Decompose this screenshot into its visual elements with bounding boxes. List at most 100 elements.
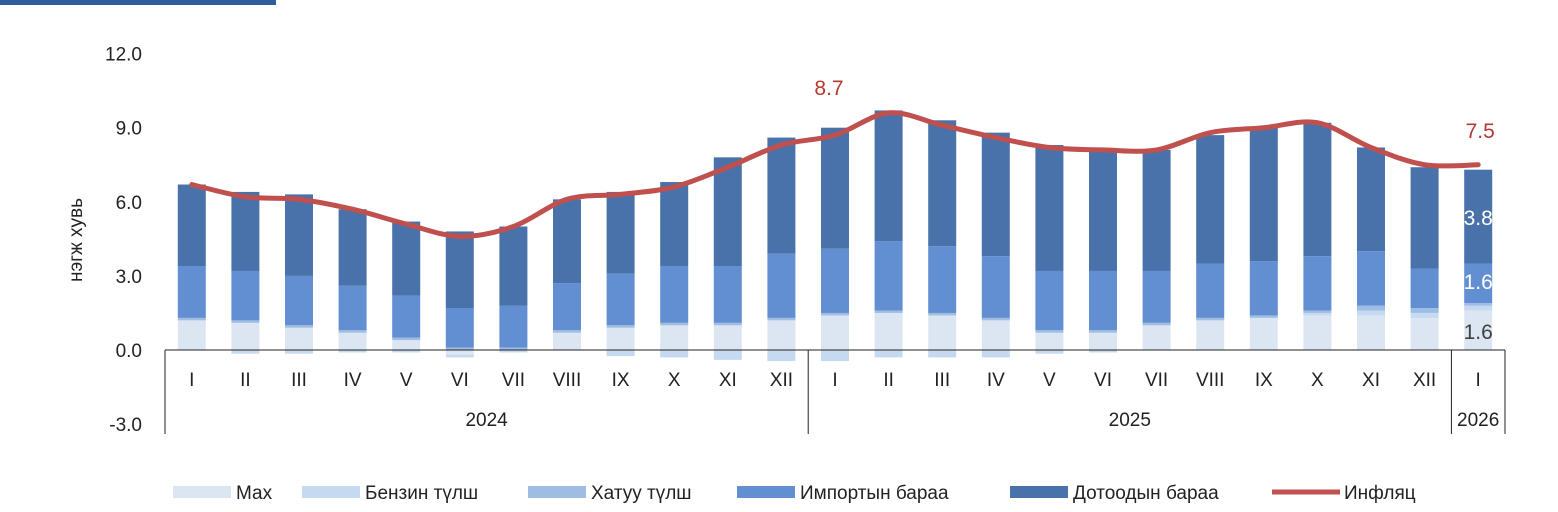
year-label: 2024 [465, 410, 508, 431]
bar-segment [231, 191, 260, 271]
bar-segment [1249, 261, 1278, 316]
bar-segment [1142, 149, 1171, 271]
bar-segment [1464, 263, 1493, 304]
bar-segment [821, 350, 849, 362]
bar-segment [499, 347, 528, 350]
bar-segment [713, 325, 742, 350]
bar-segment [874, 312, 903, 350]
x-tick-label: I [189, 370, 194, 391]
bar-segment [1035, 144, 1064, 271]
x-tick-label: XII [770, 370, 793, 391]
inflation-peak-label: 8.7 [814, 77, 843, 100]
bar-segment [1035, 330, 1064, 333]
bar-segment [821, 248, 849, 313]
bar-segment [1357, 305, 1385, 311]
bar-segment [1357, 147, 1385, 252]
bar-segment [1303, 312, 1332, 316]
bar-segment [1035, 270, 1064, 331]
bar-segment [928, 246, 957, 313]
legend-label: Дотоодын бараа [1073, 483, 1219, 504]
bar-segment [177, 317, 206, 321]
bar-segment [1249, 317, 1278, 350]
bar-segment [1035, 350, 1064, 354]
bar-segment [928, 120, 957, 247]
bar-segment [981, 317, 1010, 321]
bar-series [177, 110, 1493, 362]
bar-segment [928, 350, 957, 358]
bar-segment [821, 312, 849, 316]
bar-segment [713, 322, 742, 326]
bar-segment [660, 182, 689, 267]
bar-segment [392, 340, 421, 350]
bar-segment [231, 270, 260, 321]
y-tick-label: 6.0 [116, 193, 142, 214]
bar-segment [821, 315, 849, 350]
legend-swatch [302, 486, 360, 498]
bar-segment [338, 350, 367, 353]
y-tick-label: -3.0 [109, 415, 142, 436]
legend-swatch [737, 486, 795, 498]
x-tick-label: VI [1094, 370, 1112, 391]
legend-label: Мах [236, 483, 273, 504]
legend-label: Инфляц [1344, 483, 1416, 504]
bar-segment [1357, 315, 1385, 350]
legend-label: Хатуу түлш [591, 483, 692, 504]
x-tick-label: VII [1145, 370, 1168, 391]
bar-segment [1410, 308, 1439, 313]
bar-segment [1410, 312, 1439, 318]
bar-segment [767, 320, 796, 350]
bar-segment [1410, 268, 1439, 309]
bar-segment [1196, 263, 1225, 318]
x-tick-label: III [291, 370, 307, 391]
bar-segment [1089, 332, 1117, 350]
header-accent-bar [0, 0, 276, 5]
bar-segment [285, 325, 313, 328]
bar-segment [606, 327, 635, 350]
bar-segment [338, 330, 367, 333]
y-tick-label: 0.0 [116, 341, 142, 362]
year-label: 2025 [1109, 410, 1151, 431]
bar-segment [981, 132, 1010, 257]
last-bar-data-label: 1.6 [1464, 271, 1493, 294]
bar-segment [1196, 135, 1225, 264]
bar-segment [606, 191, 635, 274]
x-tick-label: XII [1413, 370, 1436, 391]
bar-segment [606, 325, 635, 328]
bar-segment [767, 350, 796, 362]
bar-segment [767, 253, 796, 318]
y-tick-label: 9.0 [116, 119, 142, 140]
bar-segment [338, 332, 367, 350]
x-tick-label: V [400, 370, 413, 391]
bar-segment [767, 137, 796, 254]
bar-segment [713, 266, 742, 323]
year-labels: 2024 2025 2026 [465, 410, 1499, 431]
x-tick-label: XI [719, 370, 737, 391]
bar-segment [499, 350, 528, 353]
bar-segment [177, 266, 206, 318]
x-tick-label: VIII [553, 370, 582, 391]
bar-segment [1249, 127, 1278, 262]
bar-segment [392, 350, 421, 353]
x-tick-label: I [1476, 370, 1481, 391]
x-tick-label: IV [987, 370, 1005, 391]
bar-segment [874, 310, 903, 313]
bar-segment [981, 350, 1010, 358]
x-tick-label: X [668, 370, 681, 391]
bar-segment [1464, 310, 1493, 350]
bar-segment [231, 320, 260, 323]
y-tick-label: 3.0 [116, 267, 142, 288]
x-tick-label: V [1043, 370, 1056, 391]
x-tick-label: VI [451, 370, 469, 391]
bar-segment [1303, 310, 1332, 313]
bar-segment [445, 308, 474, 348]
bar-segment [1357, 310, 1385, 316]
data-labels: 8.7 7.5 3.8 1.6 1.6 [814, 77, 1494, 344]
bar-segment [1464, 303, 1493, 306]
bar-segment [928, 312, 957, 316]
bar-segment [231, 350, 260, 354]
x-tick-label: VII [502, 370, 525, 391]
bar-segment [713, 350, 742, 360]
bar-segment [1142, 270, 1171, 323]
x-tick-label: XI [1362, 370, 1380, 391]
